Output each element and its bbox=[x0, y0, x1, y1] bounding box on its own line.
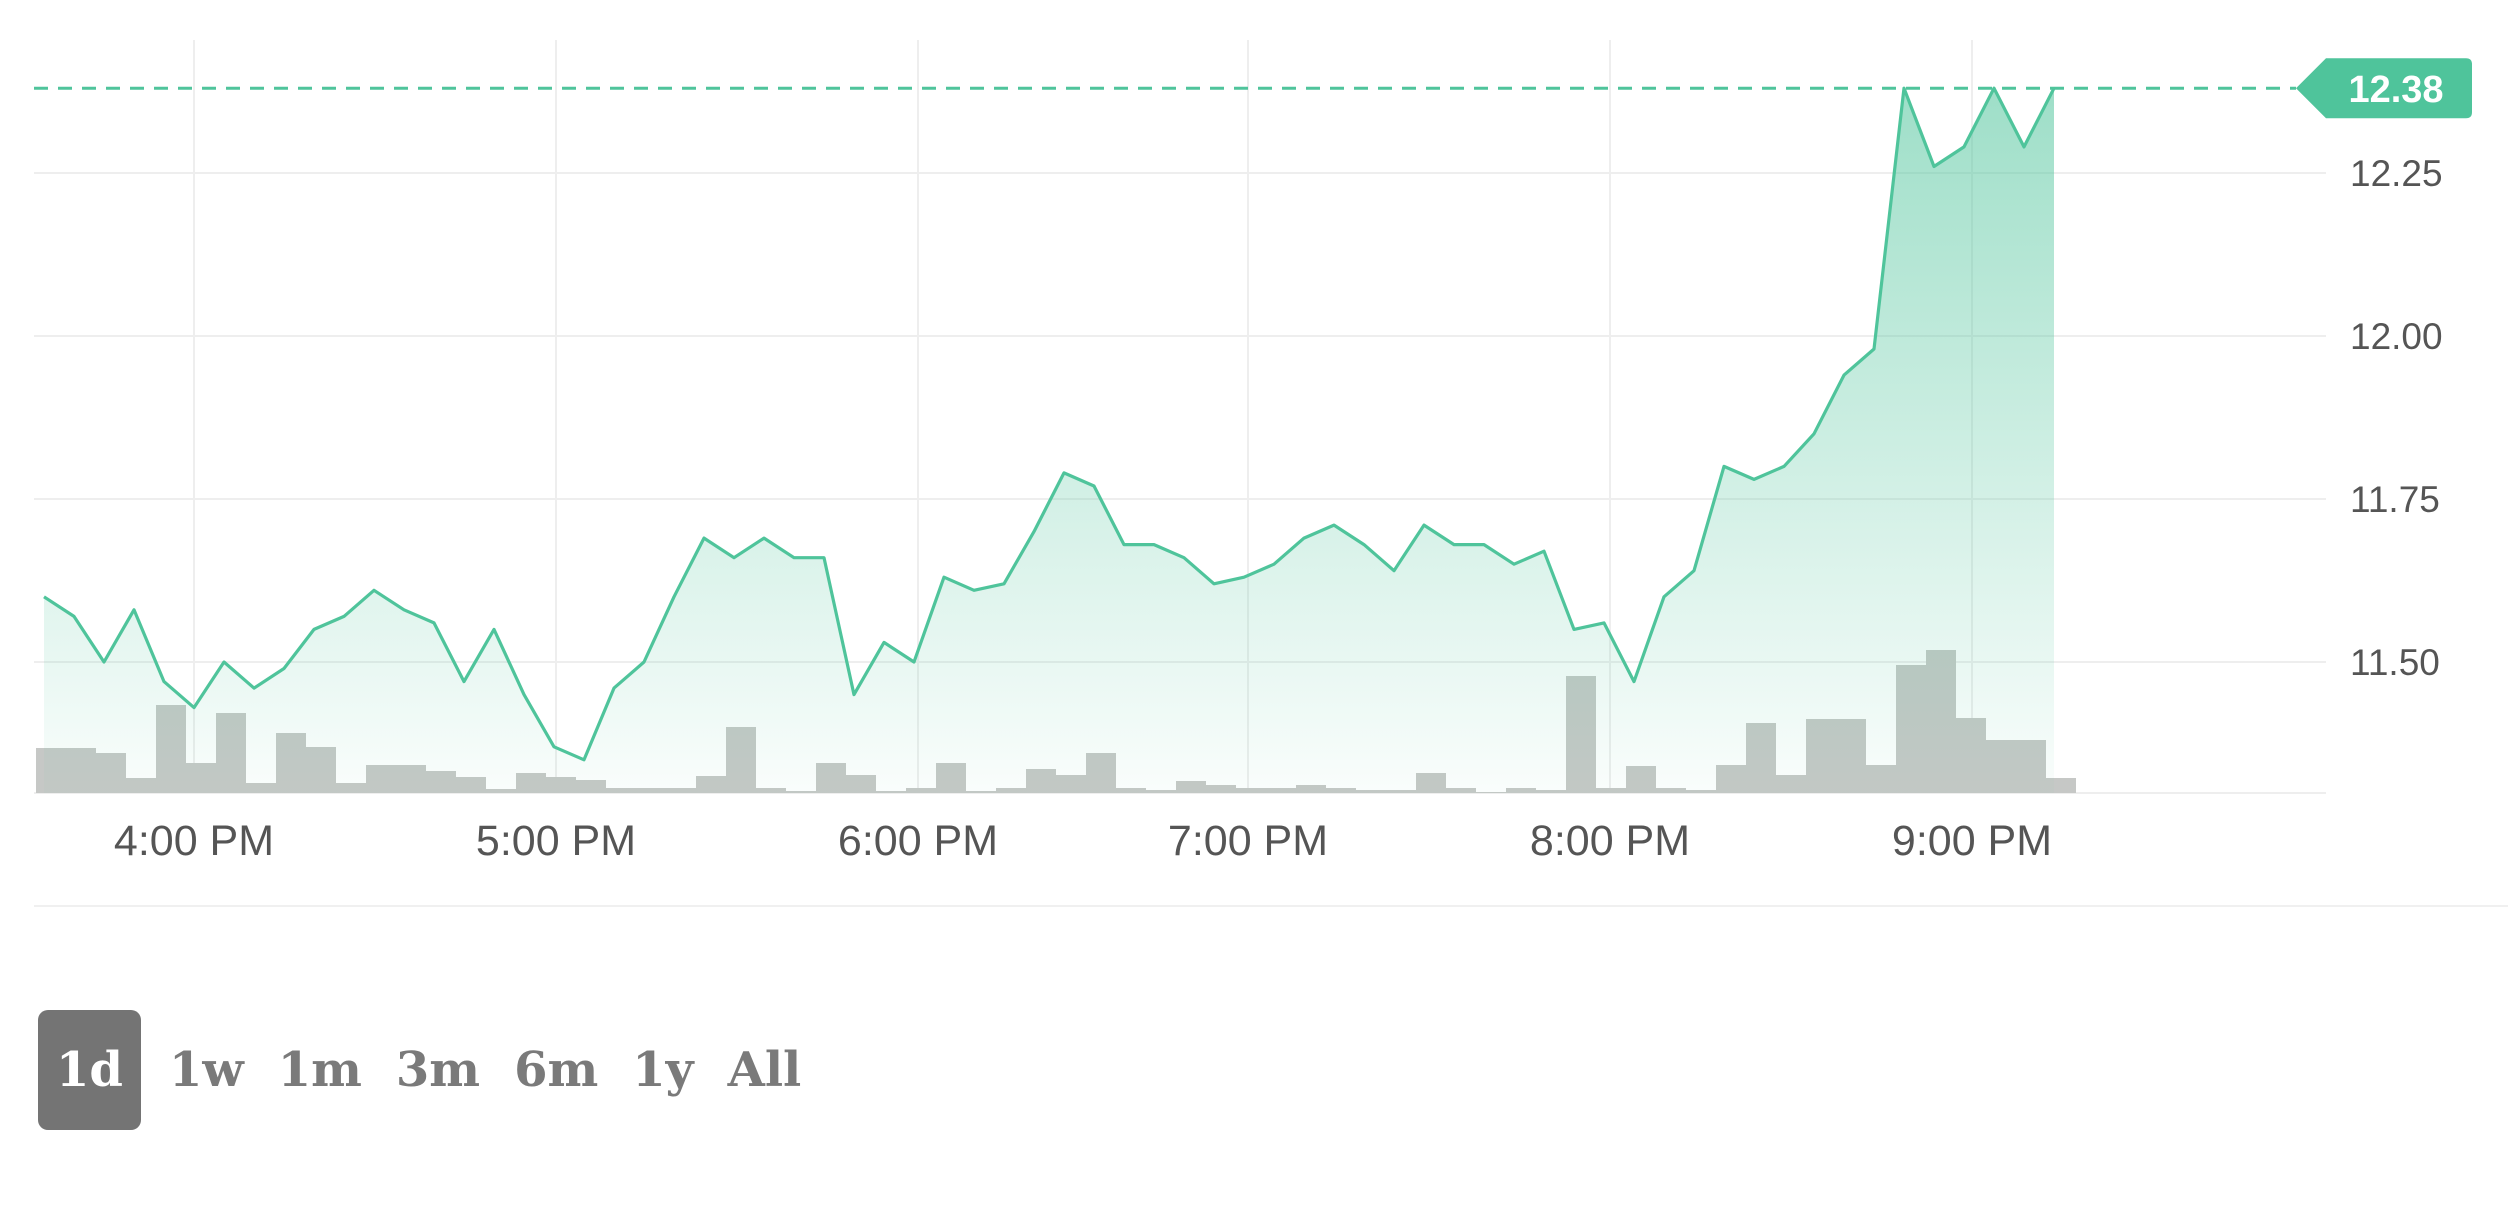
range-button-1y[interactable]: 1y bbox=[632, 1042, 694, 1098]
y-tick-label: 12.00 bbox=[2350, 316, 2443, 357]
range-button-1w[interactable]: 1w bbox=[169, 1042, 244, 1098]
time-range-selector: 1d 1w 1m 3m 6m 1y All bbox=[38, 1010, 819, 1130]
range-button-all[interactable]: All bbox=[727, 1042, 802, 1098]
y-tick-label: 11.75 bbox=[2350, 479, 2440, 520]
y-tick-label: 11.50 bbox=[2350, 642, 2440, 683]
x-tick-label: 5:00 PM bbox=[476, 817, 636, 865]
price-area bbox=[44, 88, 2054, 793]
range-button-6m[interactable]: 6m bbox=[514, 1042, 599, 1098]
range-button-1m[interactable]: 1m bbox=[277, 1042, 362, 1098]
price-chart-svg: 12.38 12.25 12.00 11.75 11.50 4:00 PM 5:00 PM 6… bbox=[34, 40, 2508, 907]
x-tick-label: 8:00 PM bbox=[1530, 817, 1690, 865]
current-price-label: 12.38 bbox=[2348, 69, 2443, 111]
x-tick-label: 9:00 PM bbox=[1892, 817, 2052, 865]
range-button-3m[interactable]: 3m bbox=[395, 1042, 481, 1098]
x-tick-label: 7:00 PM bbox=[1168, 817, 1328, 865]
range-button-1d[interactable]: 1d bbox=[38, 1010, 141, 1130]
price-chart: 12.38 12.25 12.00 11.75 11.50 4:00 PM 5:00 PM 6… bbox=[34, 40, 2508, 907]
price-line bbox=[43, 86, 2056, 762]
x-tick-label: 6:00 PM bbox=[838, 817, 998, 865]
current-price-badge bbox=[2296, 58, 2472, 119]
y-tick-label: 12.25 bbox=[2350, 153, 2443, 194]
x-tick-label: 4:00 PM bbox=[114, 817, 274, 865]
